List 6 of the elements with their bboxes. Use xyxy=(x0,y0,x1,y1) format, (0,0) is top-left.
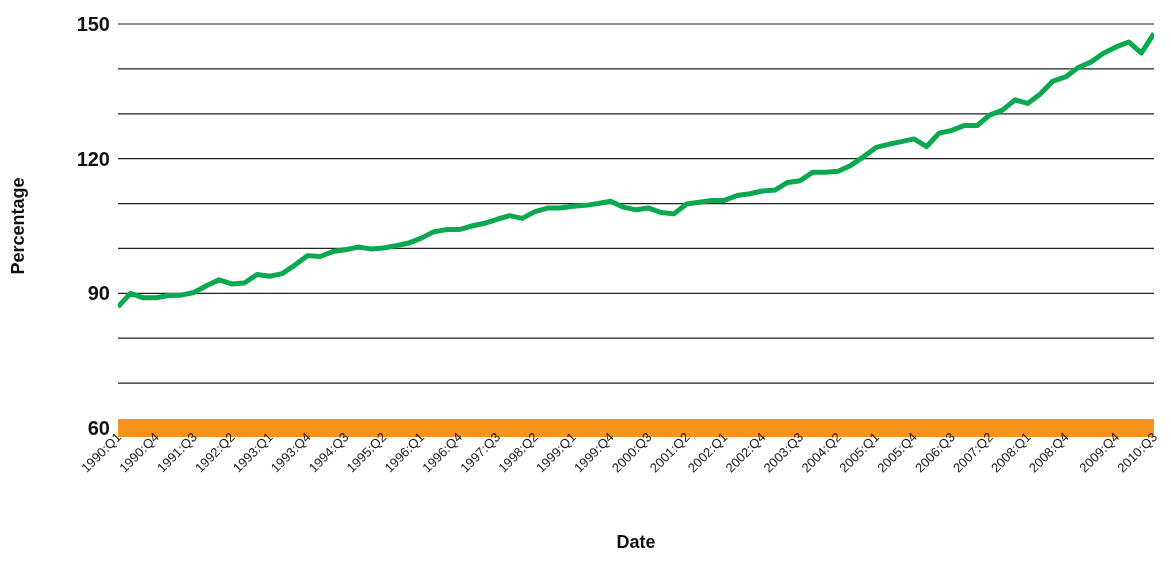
x-axis-title: Date xyxy=(616,532,656,552)
y-tick-label: 120 xyxy=(76,147,110,170)
y-tick-label: 150 xyxy=(76,13,110,36)
y-tick-label: 60 xyxy=(87,417,110,440)
y-axis-title: Percentage xyxy=(8,177,29,275)
y-tick-label: 90 xyxy=(87,282,110,305)
